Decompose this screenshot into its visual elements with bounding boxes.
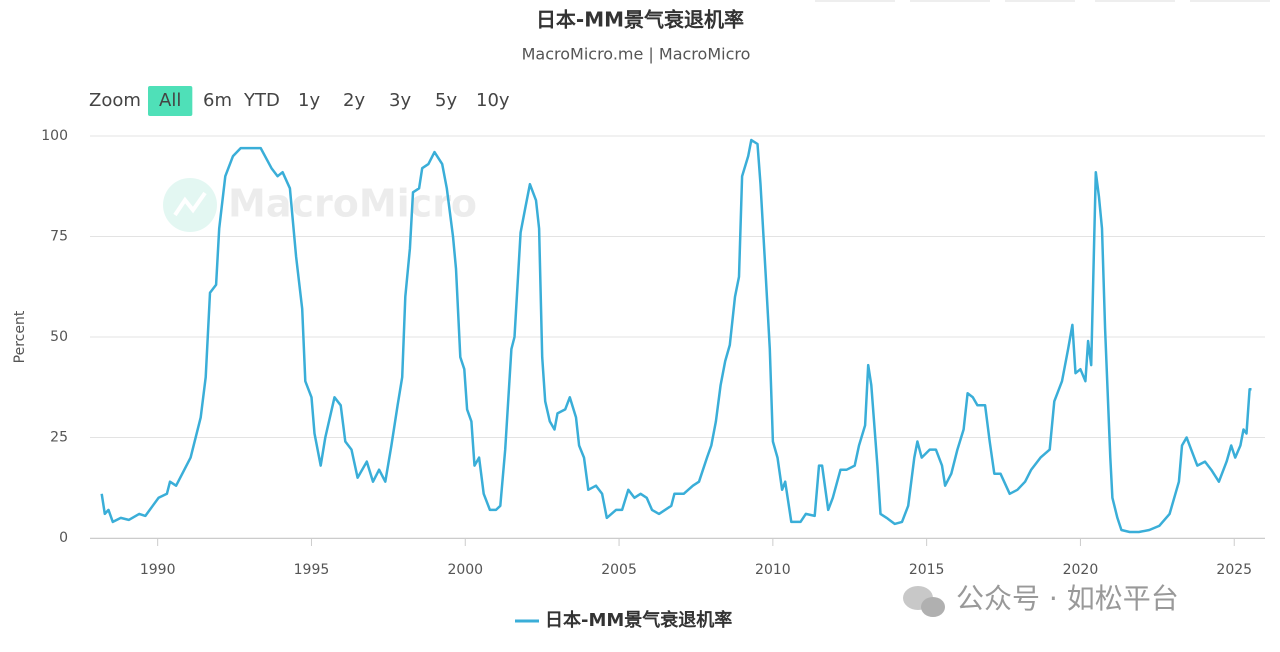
top-tab xyxy=(910,0,990,2)
top-tab xyxy=(1005,0,1075,2)
top-tab xyxy=(815,0,895,2)
x-tick-label: 2010 xyxy=(755,562,791,578)
zoom-button-label[interactable]: 3y xyxy=(389,90,411,111)
top-tab xyxy=(1190,0,1270,2)
x-tick-label: 1995 xyxy=(294,562,330,578)
y-tick-label: 0 xyxy=(59,530,68,546)
chart-title: 日本-MM景气衰退机率 xyxy=(536,8,744,32)
chart-subtitle: MacroMicro.me | MacroMicro xyxy=(522,45,751,64)
zoom-button-label[interactable]: 1y xyxy=(298,90,320,111)
watermark: MacroMicro xyxy=(163,178,477,232)
zoom-label: Zoom xyxy=(89,90,141,111)
top-tab xyxy=(1095,0,1175,2)
zoom-button-label[interactable]: YTD xyxy=(243,90,280,111)
zoom-button-label[interactable]: 10y xyxy=(476,90,510,111)
y-tick-label: 75 xyxy=(50,229,68,245)
zoom-button[interactable]: 10y xyxy=(476,90,510,111)
y-axis-label: Percent xyxy=(12,310,28,363)
overlay: 公众号 · 如松平台 xyxy=(903,582,1179,617)
x-tick-label: 2015 xyxy=(909,562,945,578)
y-tick-label: 50 xyxy=(50,329,68,345)
y-tick-label: 25 xyxy=(50,430,68,446)
zoom-button[interactable]: 2y xyxy=(343,90,365,111)
x-tick-label: 2025 xyxy=(1216,562,1252,578)
wechat-icon xyxy=(921,597,945,617)
zoom-button[interactable]: 5y xyxy=(435,90,457,111)
zoom-button[interactable]: 1y xyxy=(298,90,320,111)
zoom-button[interactable]: 3y xyxy=(389,90,411,111)
watermark-text: MacroMicro xyxy=(228,182,477,226)
zoom-button[interactable]: YTD xyxy=(243,90,280,111)
data-line xyxy=(100,138,1252,534)
x-tick-label: 2005 xyxy=(601,562,637,578)
watermark-logo-line xyxy=(173,191,207,217)
zoom-button-bg[interactable] xyxy=(148,86,193,116)
x-tick-label: 1990 xyxy=(140,562,176,578)
watermark-logo xyxy=(163,178,217,232)
legend-label[interactable]: 日本-MM景气衰退机率 xyxy=(545,609,732,631)
zoom-button-label[interactable]: All xyxy=(159,90,181,111)
zoom-button[interactable]: All xyxy=(148,86,193,116)
zoom-button-label[interactable]: 2y xyxy=(343,90,365,111)
zoom-button[interactable]: 6m xyxy=(203,90,232,111)
overlay-text: 公众号 · 如松平台 xyxy=(956,582,1179,615)
x-tick-label: 2020 xyxy=(1063,562,1099,578)
x-tick-label: 2000 xyxy=(447,562,483,578)
y-tick-label: 100 xyxy=(41,128,68,144)
zoom-button-label[interactable]: 6m xyxy=(203,90,232,111)
zoom-button-label[interactable]: 5y xyxy=(435,90,457,111)
